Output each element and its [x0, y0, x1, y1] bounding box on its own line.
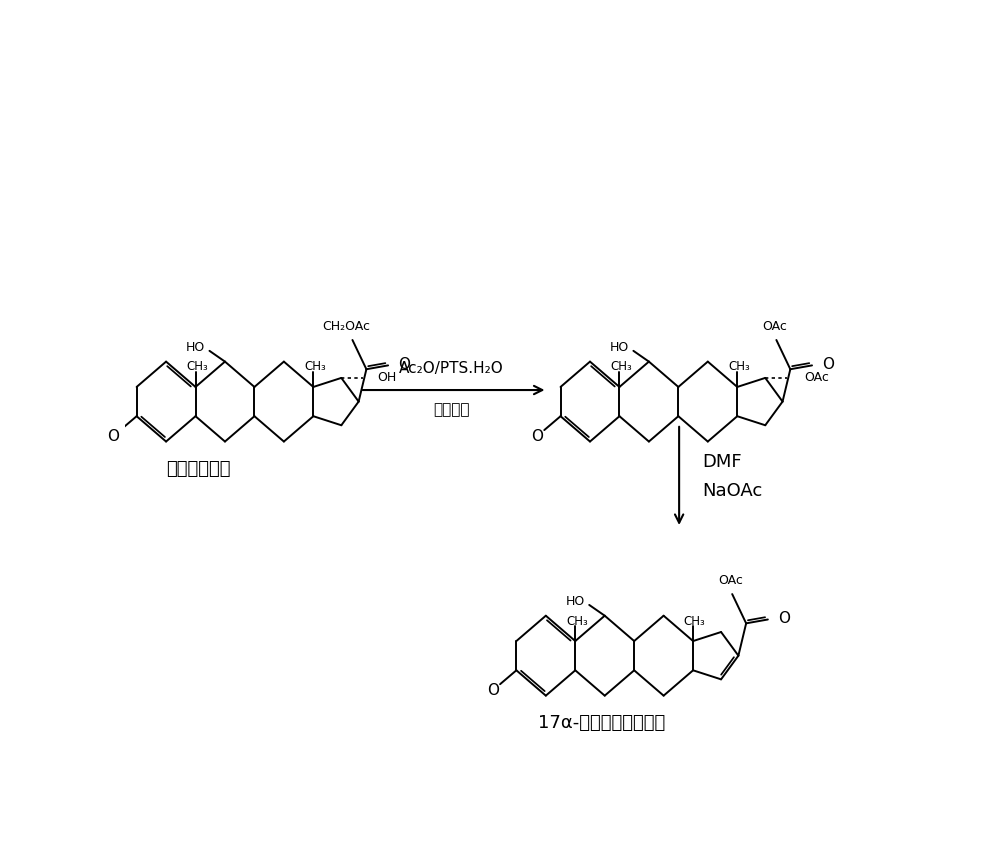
Text: Ac₂O/PTS.H₂O: Ac₂O/PTS.H₂O: [399, 361, 504, 376]
Text: CH₃: CH₃: [566, 614, 588, 628]
Text: DMF: DMF: [702, 453, 742, 471]
Text: O: O: [487, 683, 499, 698]
Text: OAc: OAc: [718, 574, 743, 587]
Text: O: O: [398, 357, 410, 372]
Text: CH₃: CH₃: [728, 360, 750, 373]
Text: O: O: [531, 429, 543, 444]
Text: CH₃: CH₃: [684, 614, 705, 628]
Text: O: O: [107, 429, 119, 444]
Text: OAc: OAc: [762, 320, 787, 333]
Text: CH₃: CH₃: [186, 360, 208, 373]
Text: HO: HO: [565, 595, 585, 609]
Text: 醒酸泼尼松龙: 醒酸泼尼松龙: [166, 460, 231, 478]
Text: HO: HO: [610, 341, 629, 354]
Text: O: O: [822, 357, 834, 372]
Text: 有机溶剑: 有机溶剑: [433, 402, 470, 417]
Text: NaOAc: NaOAc: [702, 482, 763, 500]
Text: OH: OH: [377, 371, 396, 384]
Text: OAc: OAc: [804, 371, 829, 384]
Text: O: O: [778, 611, 790, 626]
Text: CH₃: CH₃: [304, 360, 326, 373]
Text: CH₂OAc: CH₂OAc: [322, 320, 370, 333]
Text: CH₃: CH₃: [610, 360, 632, 373]
Text: HO: HO: [186, 341, 205, 354]
Text: 17α-脱羟醒酸泼尼松龙: 17α-脱羟醒酸泼尼松龙: [538, 714, 665, 732]
